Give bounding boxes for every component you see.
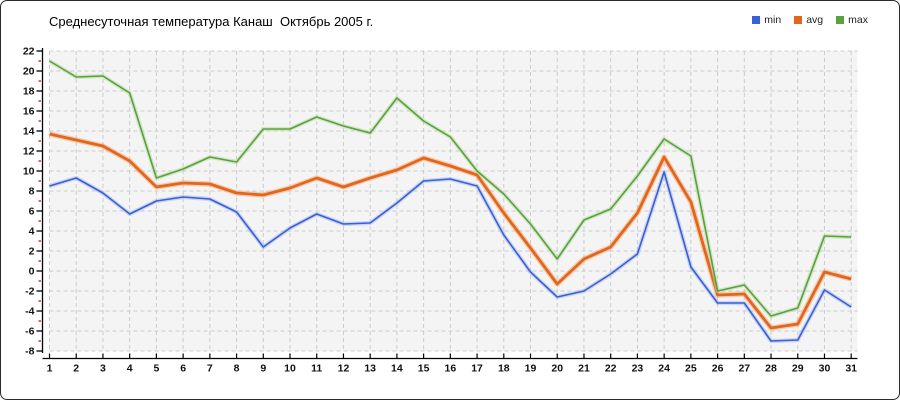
legend-swatch-avg-icon — [794, 16, 803, 24]
x-tick-label: 25 — [685, 363, 697, 375]
min-line — [49, 171, 852, 342]
y-tick-label: 10 — [23, 166, 35, 178]
x-tick-label: 15 — [418, 363, 430, 375]
y-tick-label: 20 — [23, 66, 35, 78]
y-tick-label: 14 — [23, 126, 35, 138]
legend-swatch-min-icon — [752, 16, 761, 24]
x-tick-label: 14 — [391, 363, 403, 375]
max-line — [49, 60, 852, 317]
avg-line — [49, 132, 852, 330]
series-min — [48, 169, 853, 344]
x-tick-label: 8 — [234, 363, 240, 375]
x-tick-label: 23 — [632, 363, 644, 375]
x-tick-label: 30 — [819, 363, 831, 375]
x-tick-label: 6 — [180, 363, 186, 375]
series-max — [48, 59, 852, 319]
x-tick-label: 3 — [100, 363, 106, 375]
x-tick-label: 7 — [207, 363, 213, 375]
x-tick-label: 20 — [551, 363, 563, 375]
legend-swatch-max-icon — [836, 16, 845, 24]
x-tick-label: 22 — [605, 363, 617, 375]
x-tick-label: 4 — [127, 363, 133, 375]
legend-item-min: min — [752, 14, 781, 26]
y-tick-label: 18 — [23, 86, 35, 98]
x-tick-label: 17 — [471, 363, 483, 375]
x-tick-label: 2 — [73, 363, 79, 375]
legend-item-avg: avg — [794, 14, 823, 26]
x-tick-label: 18 — [498, 363, 510, 375]
x-tick-label: 19 — [525, 363, 537, 375]
legend: min avg max — [752, 14, 868, 26]
y-tick-label: 12 — [23, 146, 35, 158]
x-tick-label: 21 — [578, 363, 590, 375]
legend-label-max: max — [848, 14, 868, 26]
x-tick-label: 9 — [260, 363, 266, 375]
x-tick-label: 1 — [47, 363, 53, 375]
y-tick-label: 6 — [29, 206, 35, 218]
x-tick-label: 26 — [712, 363, 724, 375]
x-tick-label: 5 — [153, 363, 159, 375]
y-tick-label: 16 — [23, 106, 35, 118]
y-tick-label: -6 — [25, 326, 34, 338]
x-tick-label: 27 — [738, 363, 750, 375]
x-tick-label: 10 — [284, 363, 296, 375]
x-tick-label: 16 — [445, 363, 457, 375]
x-tick-label: 11 — [311, 363, 322, 375]
y-tick-label: -4 — [25, 306, 34, 318]
x-tick-label: 24 — [658, 363, 670, 375]
legend-label-min: min — [764, 14, 782, 26]
y-tick-label: 2 — [29, 246, 35, 258]
y-tick-label: -8 — [25, 346, 34, 358]
y-tick-label: 22 — [23, 46, 35, 58]
x-tick-label: 29 — [792, 363, 804, 375]
y-tick-label: 8 — [29, 186, 35, 198]
x-tick-label: 31 — [845, 363, 857, 375]
y-tick-label: 4 — [29, 226, 35, 238]
series-avg — [48, 131, 852, 331]
y-tick-label: -2 — [25, 286, 34, 298]
legend-item-max: max — [836, 14, 868, 26]
y-tick-label: 0 — [29, 266, 35, 278]
x-tick-label: 28 — [765, 363, 777, 375]
x-tick-label: 13 — [364, 363, 376, 375]
legend-label-avg: avg — [806, 14, 824, 26]
y-minor-ticks — [38, 60, 41, 342]
x-ticks: 1 2 3 4 5 6 7 8 9 10 11 12 13 14 15 16 17 18 19 20 21 22 23 24 2… — [47, 353, 857, 375]
x-tick-label: 12 — [338, 363, 350, 375]
chart-title: Среднесуточная температура Канаш Октябрь… — [49, 14, 374, 29]
plot-background — [49, 51, 858, 351]
